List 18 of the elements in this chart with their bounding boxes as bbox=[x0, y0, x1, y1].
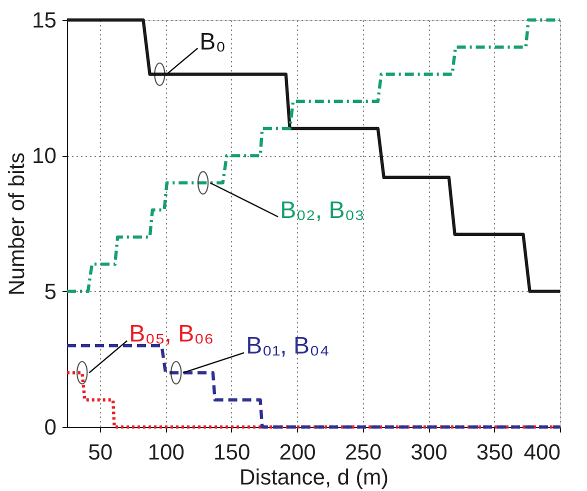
x-tick-label: 300 bbox=[410, 440, 448, 464]
x-axis-title: Distance, d (m) bbox=[239, 464, 389, 490]
annotation: B₀₅, B₀₆ bbox=[129, 320, 214, 348]
x-tick-label: 400 bbox=[524, 440, 560, 464]
x-tick-label: 200 bbox=[279, 440, 316, 464]
x-tick-label: 100 bbox=[148, 440, 184, 464]
annotation: B₀ bbox=[200, 28, 226, 56]
x-tick-label: 50 bbox=[88, 440, 113, 464]
x-tick-label: 350 bbox=[476, 440, 514, 464]
y-axis-title: Number of bits bbox=[4, 152, 30, 296]
x-tick-label: 250 bbox=[344, 440, 382, 464]
x-tick-label: 150 bbox=[213, 440, 250, 464]
y-tick-label: 0 bbox=[44, 414, 56, 440]
annotation: B₀₂, B₀₃ bbox=[280, 196, 364, 224]
y-tick-label: 5 bbox=[44, 278, 56, 304]
y-tick-label: 10 bbox=[32, 143, 56, 168]
y-tick-label: 15 bbox=[32, 8, 56, 32]
annotation: B₀₁, B₀₄ bbox=[246, 332, 330, 360]
